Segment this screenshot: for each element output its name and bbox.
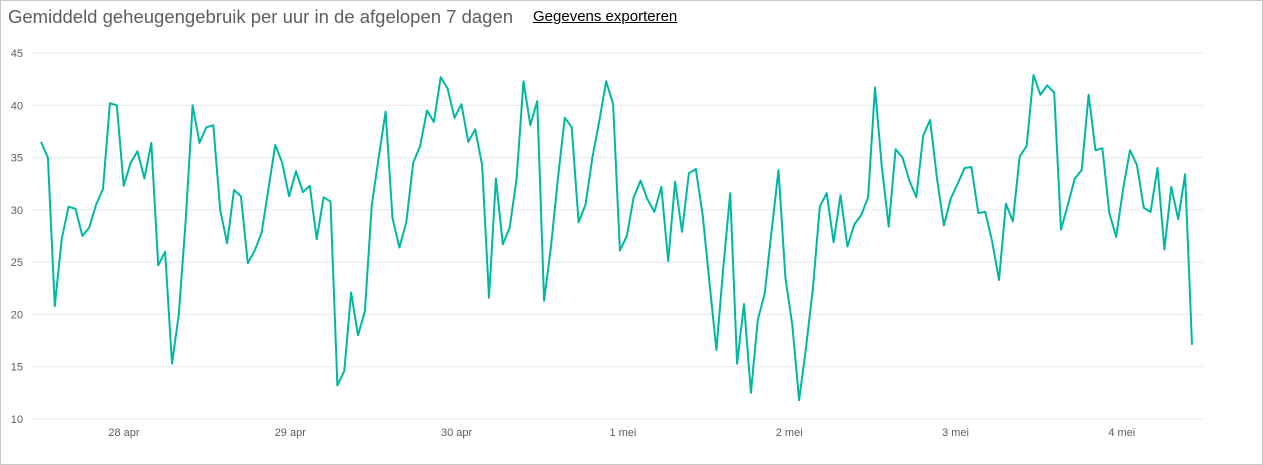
x-tick-label: 30 apr [441,427,473,439]
y-tick-label: 40 [11,100,23,112]
y-tick-label: 15 [11,362,23,374]
x-tick-label: 29 apr [275,427,307,439]
x-tick-label: 4 mei [1108,427,1135,439]
chart-title: Gemiddeld geheugengebruik per uur in de … [8,6,514,27]
x-tick-label: 28 apr [108,427,140,439]
series-line [40,74,1193,402]
y-tick-label: 45 [11,48,23,60]
y-tick-label: 25 [11,257,23,269]
y-tick-label: 35 [11,153,23,165]
x-tick-label: 3 mei [942,427,969,439]
x-tick-label: 2 mei [776,427,803,439]
y-tick-label: 10 [11,414,23,426]
export-data-link[interactable]: Gegevens exporteren [533,8,678,25]
y-tick-label: 30 [11,205,23,217]
y-tick-label: 20 [11,309,23,321]
x-tick-label: 1 mei [609,427,636,439]
